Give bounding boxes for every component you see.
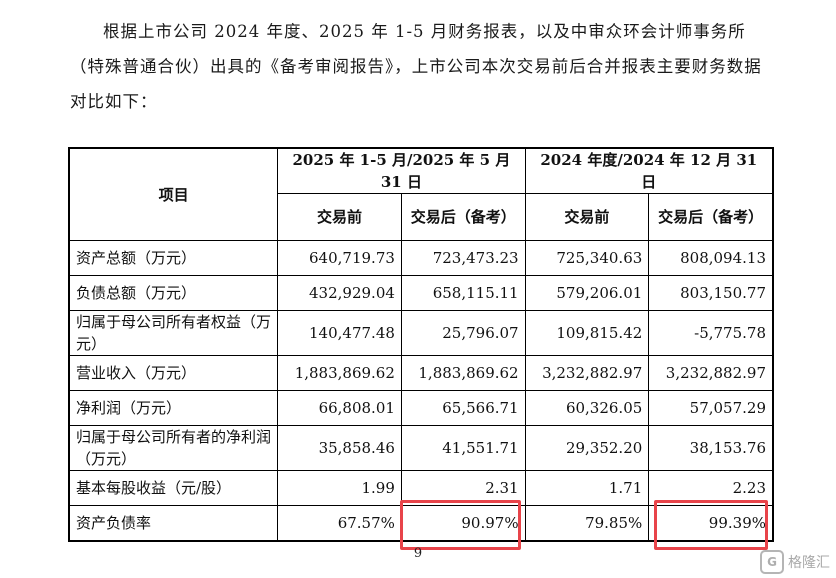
table-cell: 35,858.46: [277, 425, 402, 471]
table-cell: 57,057.29: [648, 390, 774, 426]
subheader-before-2025: 交易前: [277, 193, 402, 241]
table-cell: 640,719.73: [277, 240, 402, 276]
row-label: 营业收入（万元）: [68, 355, 279, 391]
table-cell: 1.71: [524, 470, 650, 506]
table-cell: 658,115.11: [400, 275, 526, 311]
table-cell: 38,153.76: [648, 425, 774, 471]
table-cell: 25,796.07: [400, 310, 526, 356]
subheader-after-2025: 交易后（备考）: [400, 193, 526, 241]
table-cell: 808,094.13: [648, 240, 774, 276]
table-cell: 29,352.20: [524, 425, 650, 471]
subheader-after-2024: 交易后（备考）: [648, 193, 774, 241]
table-cell: 803,150.77: [648, 275, 774, 311]
table-cell: 1,883,869.62: [400, 355, 526, 391]
period-header-2024: 2024 年度/2024 年 12 月 31 日: [524, 147, 774, 194]
table-cell: 99.39%: [648, 505, 774, 542]
table-cell: 432,929.04: [277, 275, 402, 311]
subheader-before-2024: 交易前: [524, 193, 650, 241]
table-cell: 90.97%: [400, 505, 526, 542]
table-cell: 723,473.23: [400, 240, 526, 276]
table-row: 资产负债率 67.57% 90.97% 79.85% 99.39%: [68, 505, 774, 542]
intro-paragraph: 根据上市公司 2024 年度、2025 年 1-5 月财务报表，以及中审众环会计…: [70, 22, 762, 111]
financial-comparison-table: 项目 2025 年 1-5 月/2025 年 5 月 31 日 2024 年度/…: [68, 147, 774, 542]
table-cell: 3,232,882.97: [648, 355, 774, 391]
row-label: 资产负债率: [68, 505, 279, 542]
table-row: 归属于母公司所有者权益（万元） 140,477.48 25,796.07 109…: [68, 310, 774, 356]
row-label: 资产总额（万元）: [68, 240, 279, 276]
table-cell: -5,775.78: [648, 310, 774, 356]
page-number: 9: [413, 546, 423, 561]
table-row: 营业收入（万元） 1,883,869.62 1,883,869.62 3,232…: [68, 355, 774, 391]
table-cell: 579,206.01: [524, 275, 650, 311]
table-cell: 140,477.48: [277, 310, 402, 356]
table-cell: 3,232,882.97: [524, 355, 650, 391]
table-cell: 2.31: [400, 470, 526, 506]
row-label: 负债总额（万元）: [68, 275, 279, 311]
table-cell: 65,566.71: [400, 390, 526, 426]
table-row: 基本每股收益（元/股） 1.99 2.31 1.71 2.23: [68, 470, 774, 506]
watermark: G 格隆汇: [760, 550, 830, 574]
table-header-row: 项目 2025 年 1-5 月/2025 年 5 月 31 日 2024 年度/…: [68, 147, 774, 241]
table-cell: 1,883,869.62: [277, 355, 402, 391]
table-row: 归属于母公司所有者的净利润（万元） 35,858.46 41,551.71 29…: [68, 425, 774, 471]
table-cell: 1.99: [277, 470, 402, 506]
watermark-logo-icon: G: [760, 550, 784, 574]
row-label: 归属于母公司所有者权益（万元）: [68, 310, 279, 356]
row-label: 基本每股收益（元/股）: [68, 470, 279, 506]
table-row: 净利润（万元） 66,808.01 65,566.71 60,326.05 57…: [68, 390, 774, 426]
table-cell: 41,551.71: [400, 425, 526, 471]
table-cell: 79.85%: [524, 505, 650, 542]
table-cell: 60,326.05: [524, 390, 650, 426]
period-header-2025: 2025 年 1-5 月/2025 年 5 月 31 日: [277, 147, 526, 194]
table-cell: 67.57%: [277, 505, 402, 542]
row-label: 净利润（万元）: [68, 390, 279, 426]
table-cell: 66,808.01: [277, 390, 402, 426]
item-header: 项目: [68, 147, 279, 241]
watermark-text: 格隆汇: [788, 555, 830, 571]
table-cell: 725,340.63: [524, 240, 650, 276]
table-subheader-row: 交易前 交易后（备考） 交易前 交易后（备考）: [69, 193, 774, 241]
table-row: 资产总额（万元） 640,719.73 723,473.23 725,340.6…: [68, 240, 774, 276]
table-cell: 2.23: [648, 470, 774, 506]
row-label: 归属于母公司所有者的净利润（万元）: [68, 425, 279, 471]
table-cell: 109,815.42: [524, 310, 650, 356]
table-row: 负债总额（万元） 432,929.04 658,115.11 579,206.0…: [68, 275, 774, 311]
